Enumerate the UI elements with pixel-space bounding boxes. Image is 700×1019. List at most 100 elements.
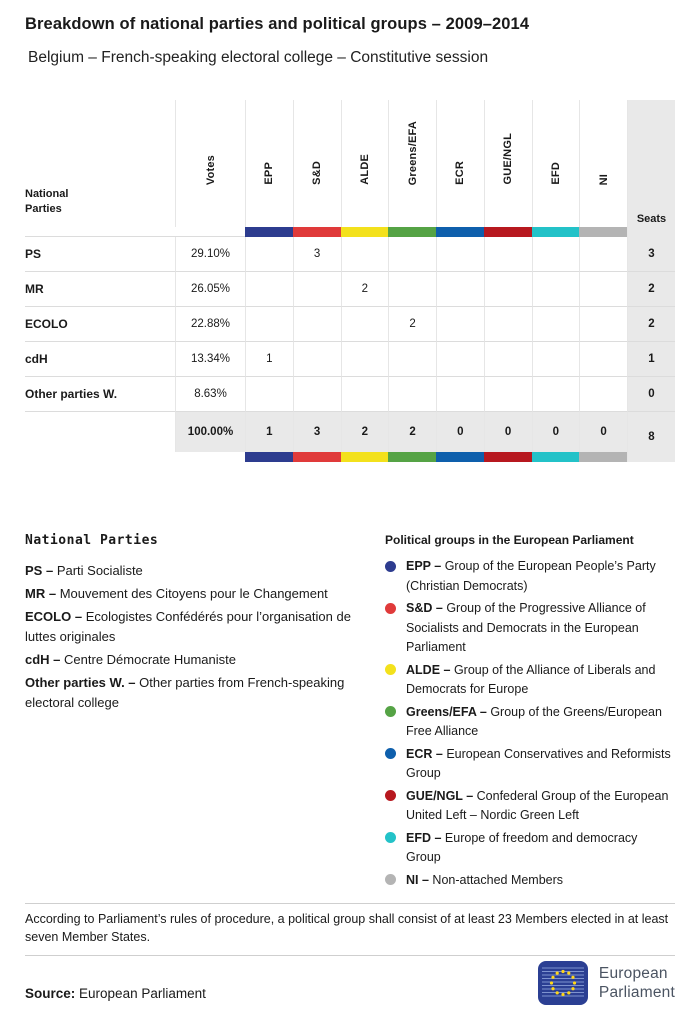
logo-line2: Parliament [598,984,675,1001]
party-cell: ECOLO [25,307,175,342]
seat-count-cell [388,342,436,377]
seat-count-cell [531,237,580,272]
party-cell: PS [25,237,175,272]
total-seat-count-cell: 0 [579,412,627,452]
row-header-national-parties: National Parties [25,100,175,227]
seat-count-cell [340,342,389,377]
seat-count-cell [483,272,532,307]
group-color-dot-icon [385,874,396,885]
color-bar-efd [531,227,580,237]
seat-count-cell [483,342,532,377]
seat-count-cell [245,272,293,307]
color-bar-efd [531,452,580,462]
seat-count-cell [292,272,341,307]
seat-count-cell: 2 [340,272,389,307]
seat-count-cell [388,272,436,307]
total-seat-count-cell: 0 [531,412,580,452]
seat-count-cell [245,237,293,272]
seat-count-cell [340,237,389,272]
seat-count-cell [531,272,580,307]
seat-count-cell [579,342,627,377]
seat-count-cell [436,307,484,342]
group-color-dot-icon [385,748,396,759]
column-header-ecr: ECR [436,100,484,227]
group-color-dot-icon [385,832,396,843]
political-group-legend-item: NI – Non-attached Members [385,871,675,891]
national-party-legend-item: Other parties W. – Other parties from Fr… [25,675,345,710]
seat-count-cell [388,237,436,272]
seat-count-cell [436,342,484,377]
political-group-legend-item: ECR – European Conservatives and Reformi… [385,745,675,784]
seat-count-cell [531,342,580,377]
color-bar-ni [579,452,627,462]
seats-total-cell: 1 [627,342,675,377]
seat-count-cell: 2 [388,307,436,342]
color-bar-ecr [436,452,484,462]
seat-count-cell [436,237,484,272]
national-parties-legend: National Parties PS – Parti Socialiste M… [25,533,365,893]
color-bar-alde [340,452,389,462]
row-header-line2: Parties [25,203,62,215]
seat-count-cell [340,307,389,342]
total-seat-count-cell: 1 [245,412,293,452]
seat-count-cell [579,237,627,272]
seat-count-cell [388,377,436,412]
row-header-line1: National [25,188,69,200]
seat-count-cell [483,237,532,272]
votes-cell: 22.88% [175,307,245,342]
party-cell: MR [25,272,175,307]
column-header-seats: Seats [627,100,675,237]
seat-count-cell [436,377,484,412]
column-header-alde: ALDE [340,100,389,227]
national-party-legend-item: MR – Mouvement des Citoyens pour le Chan… [25,586,328,601]
seat-count-cell [579,272,627,307]
column-header-votes: Votes [175,100,245,227]
seat-count-cell [579,307,627,342]
european-parliament-logo: European Parliament [537,961,675,1005]
political-group-legend-item: GUE/NGL – Confederal Group of the Europe… [385,787,675,826]
total-votes-cell: 100.00% [175,412,245,452]
party-cell: cdH [25,342,175,377]
color-bar-ecr [436,227,484,237]
political-group-legend-item: EPP – Group of the European People’s Par… [385,557,675,596]
group-color-dot-icon [385,790,396,801]
color-bar-greens-efa [388,452,436,462]
color-bar-gue-ngl [483,452,532,462]
political-group-legend-item: Greens/EFA – Group of the Greens/Europea… [385,703,675,742]
eu-stars-hemicycle-icon [537,961,588,1005]
color-bar-ni [579,227,627,237]
seat-count-cell [483,377,532,412]
color-bar-sd [292,227,341,237]
seat-count-cell [483,307,532,342]
footer-bar-spacer [25,452,245,462]
total-seats-cell: 8 [627,412,675,462]
total-seat-count-cell: 0 [483,412,532,452]
national-parties-legend-title: National Parties [25,533,159,548]
group-color-dot-icon [385,560,396,572]
column-header-greens-efa: Greens/EFA [388,100,436,227]
source-label: Source: [25,986,76,1001]
political-groups-legend-title: Political groups in the European Parliam… [385,533,634,547]
seats-total-cell: 3 [627,237,675,272]
national-party-legend-item: cdH – Centre Démocrate Humaniste [25,652,236,667]
logo-wordmark: European Parliament [599,964,675,1002]
seat-count-cell [436,272,484,307]
political-group-legend-item: S&D – Group of the Progressive Alliance … [385,599,675,658]
column-header-epp: EPP [245,100,293,227]
color-bar-alde [340,227,389,237]
total-row-spacer [25,412,175,452]
political-group-legend-item: ALDE – Group of the Alliance of Liberals… [385,661,675,700]
seat-count-cell: 1 [245,342,293,377]
seats-total-cell: 2 [627,272,675,307]
national-party-legend-item: ECOLO – Ecologistes Confédérés pour l’or… [25,609,351,644]
political-groups-legend: Political groups in the European Parliam… [385,533,675,893]
seat-count-cell [340,377,389,412]
page-subtitle: Belgium – French-speaking electoral coll… [28,49,489,66]
party-cell: Other parties W. [25,377,175,412]
seat-count-cell [292,307,341,342]
total-seat-count-cell: 2 [388,412,436,452]
total-seat-count-cell: 2 [340,412,389,452]
color-bar-gue-ngl [483,227,532,237]
seat-count-cell [579,377,627,412]
total-seat-count-cell: 0 [436,412,484,452]
